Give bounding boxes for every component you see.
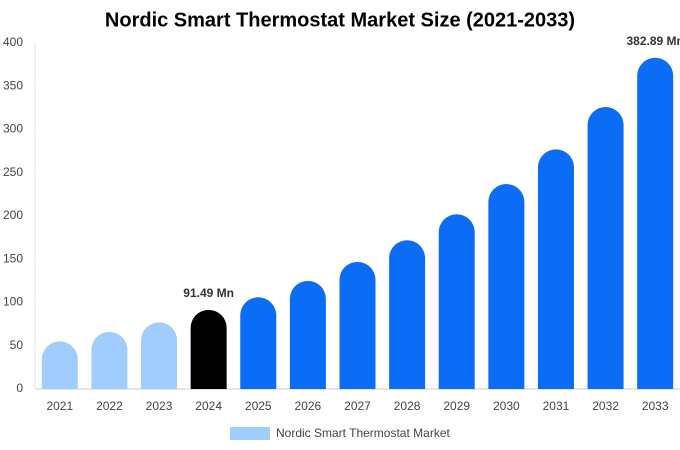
y-tick-label: 100 [3,295,23,309]
bar [438,214,475,389]
x-tick-label: 2021 [46,399,73,413]
y-tick-label: 150 [3,251,23,265]
bar [537,149,574,389]
y-tick-label: 0 [16,381,23,395]
bar [240,297,277,389]
data-label: 91.49 Mn [183,286,234,300]
y-tick-label: 50 [10,338,24,352]
y-tick-label: 350 [3,78,23,92]
bar [389,240,426,389]
x-tick-label: 2023 [146,399,173,413]
y-tick-label: 300 [3,122,23,136]
legend-swatch [230,427,270,440]
chart-title: Nordic Smart Thermostat Market Size (202… [105,9,575,31]
x-tick-label: 2028 [394,399,421,413]
x-tick-label: 2027 [344,399,371,413]
bar [41,341,78,389]
x-tick-label: 2024 [195,399,222,413]
bar [637,57,674,390]
bar [190,309,227,389]
bar [488,184,525,389]
data-label: 382.89 Mn [627,34,680,48]
x-tick-label: 2026 [295,399,322,413]
bar [141,322,178,389]
legend-label: Nordic Smart Thermostat Market [276,426,450,440]
y-tick-label: 250 [3,165,23,179]
y-tick-label: 400 [3,35,23,49]
bar [587,107,624,389]
x-tick-label: 2031 [543,399,570,413]
bar [91,331,128,389]
x-tick-label: 2032 [592,399,619,413]
x-tick-label: 2030 [493,399,520,413]
bar [339,261,376,389]
x-tick-label: 2029 [443,399,470,413]
x-tick-label: 2022 [96,399,123,413]
x-tick-label: 2025 [245,399,272,413]
bar [289,280,326,389]
y-tick-label: 200 [3,208,23,222]
x-tick-label: 2033 [642,399,669,413]
